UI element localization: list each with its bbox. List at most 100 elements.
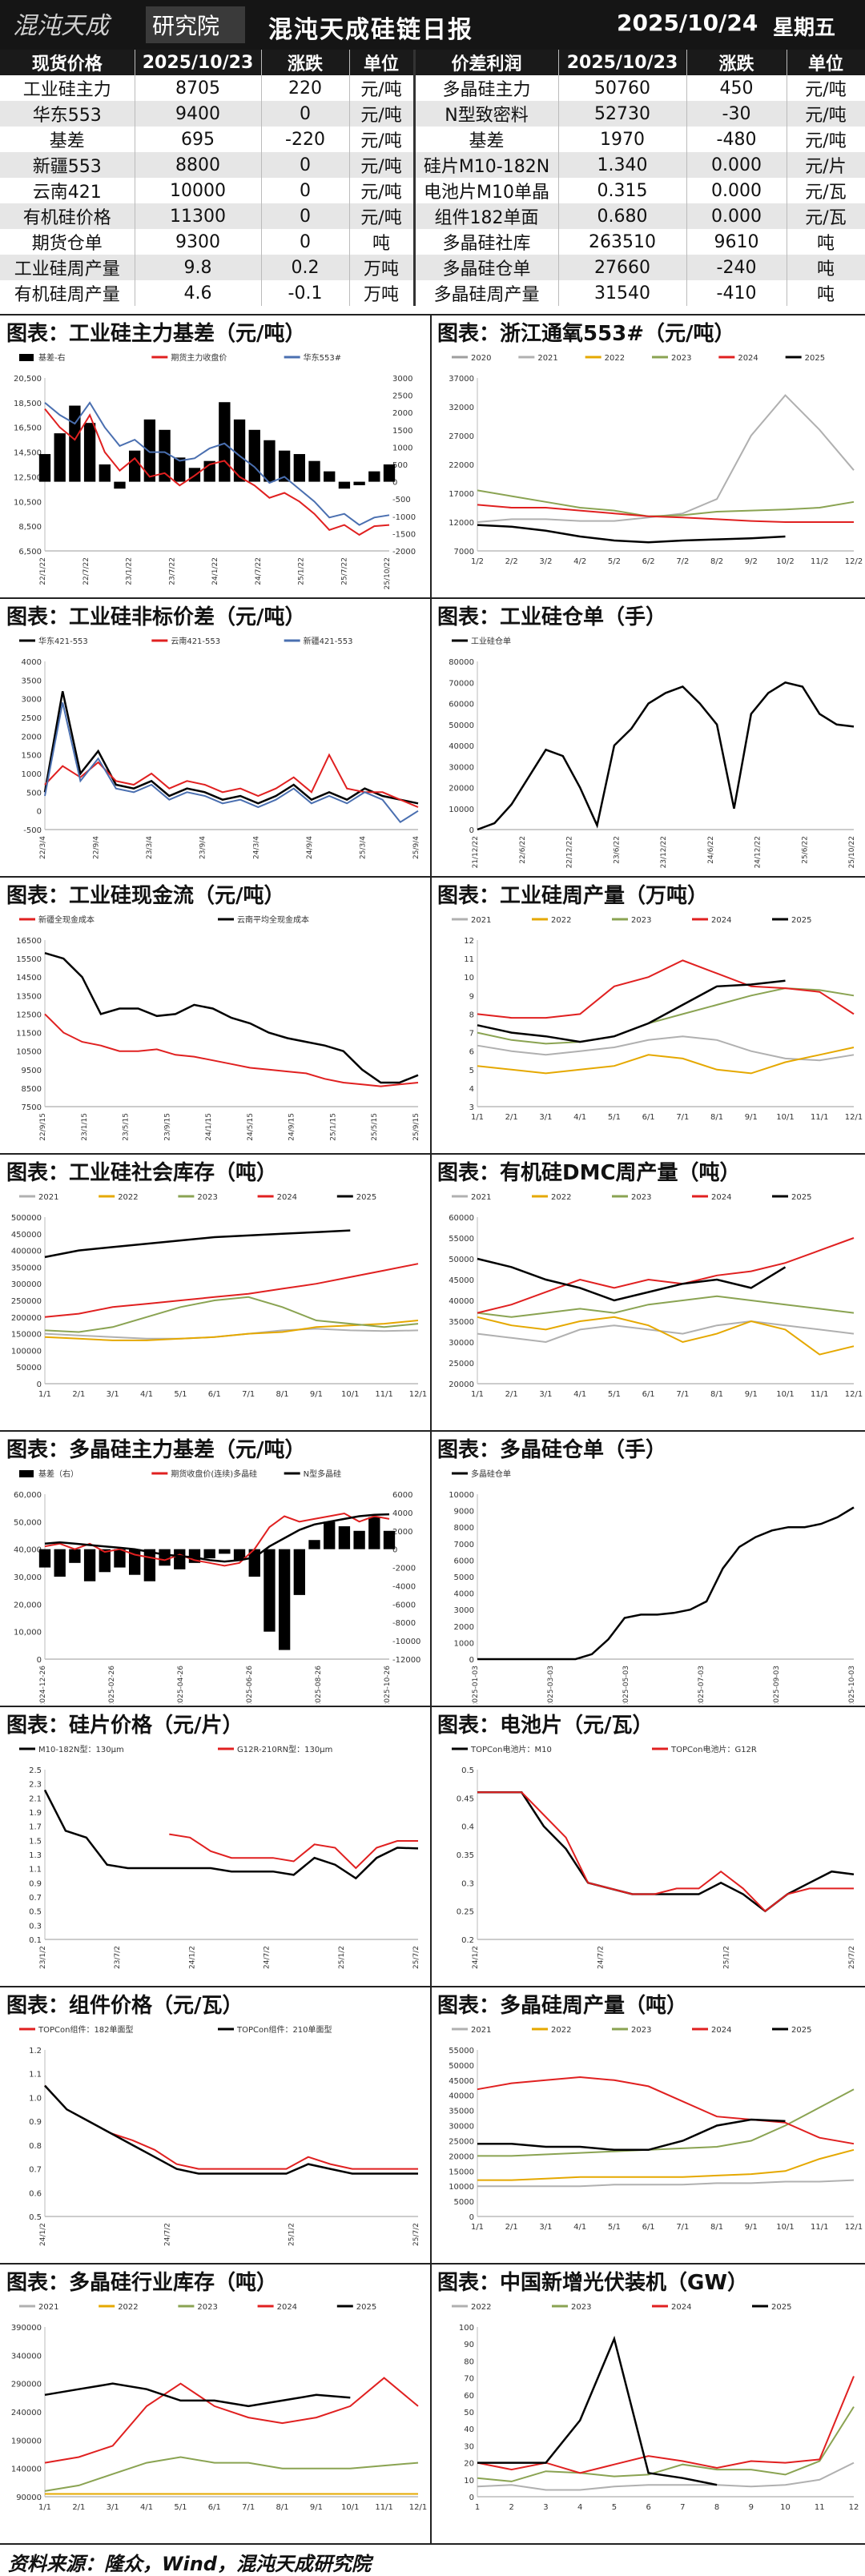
price-table: 现货价格 2025/10/23 涨跌 单位 价差利润 2025/10/23 涨跌… — [0, 50, 865, 306]
x-tick-label: 7/1 — [676, 1113, 689, 1122]
y-tick-label: 22000 — [449, 461, 474, 470]
legend-swatch — [19, 1470, 34, 1477]
legend-label: 2025 — [356, 1193, 376, 1202]
y-tick-label: 60000 — [449, 1214, 474, 1223]
x-tick-label: 21/12/22 — [472, 836, 480, 868]
series-line-5 — [477, 524, 786, 544]
series-line-0 — [477, 1506, 855, 1661]
legend-label: 2022 — [118, 1193, 138, 1202]
bar-mark — [368, 1517, 380, 1549]
chart-poly-basis: 基差（右） 期货收盘价(连续)多晶硅 N型多晶硅 60,000 50,000 40,000… — [14, 1469, 420, 1704]
table-cell: 万吨 — [349, 255, 416, 280]
table-cell: -240 — [686, 255, 787, 280]
x-tick-label: 7/1 — [242, 2503, 255, 2512]
table-header-cell: 涨跌 — [261, 50, 350, 75]
y-tick-label: 20000 — [449, 1380, 474, 1389]
bar-mark — [143, 419, 156, 482]
y-tick-label: 20,000 — [14, 1601, 42, 1609]
legend-label: 2025 — [791, 1193, 811, 1202]
table-cell: 元/吨 — [349, 203, 416, 229]
y2-tick-label: 3000 — [392, 375, 412, 384]
table-cell: 1.340 — [558, 152, 687, 178]
y-tick-label: 40 — [464, 2425, 474, 2434]
y2-tick-label: -4000 — [392, 1582, 416, 1591]
x-tick-label: 12/2 — [845, 557, 863, 566]
chart-si-warrant: 工业硅仓单 80000 70000 60000 50000 40000 30000 20000… — [449, 636, 856, 868]
y-tick-label: 35000 — [449, 2108, 474, 2116]
y-tick-label: 11 — [464, 955, 474, 964]
y-tick-label: 2500 — [22, 714, 42, 723]
bar-mark — [383, 1530, 396, 1549]
bar-mark — [368, 471, 380, 482]
y-tick-label: 90000 — [16, 2494, 42, 2502]
y-tick-label: 6,500 — [18, 548, 42, 557]
chart-title-13: 图表：组件价格（元/瓦） — [6, 1989, 243, 2018]
y2-tick-label: 6000 — [392, 1491, 412, 1500]
x-tick-label: 25/1/15 — [329, 1113, 337, 1141]
table-cell: -480 — [686, 127, 787, 152]
legend-label: 新疆全现金成本 — [38, 914, 95, 925]
legend-label: G12R-210RN型：130μm — [237, 1744, 332, 1754]
x-tick-label: 9/1 — [745, 2223, 758, 2232]
y-tick-label: 1.1 — [29, 2071, 42, 2080]
bar-mark — [324, 471, 336, 482]
x-tick-label: 6/1 — [208, 2503, 221, 2512]
bar-mark — [129, 450, 141, 482]
x-tick-label: 23/7/2 — [114, 1946, 122, 1969]
x-tick-label: 2/1 — [505, 1390, 518, 1399]
table-cell: -410 — [686, 280, 787, 306]
series-line-1 — [477, 394, 855, 523]
y2-tick-label: -12000 — [392, 1656, 420, 1665]
y-tick-label: 10500 — [16, 1048, 42, 1057]
y-tick-label: 50,000 — [14, 1518, 42, 1527]
x-tick-label: 12/1 — [845, 1113, 863, 1122]
series-line-1 — [44, 1320, 419, 1341]
legend-label: M10-182N型：130μm — [38, 1744, 124, 1754]
table-header-cell: 2025/10/23 — [558, 50, 687, 75]
x-tick-label: 1/1 — [38, 1390, 51, 1399]
bar-mark — [233, 1549, 246, 1561]
y-tick-label: 5000 — [454, 1573, 474, 1582]
brand-logo: 混沌天成 研究院 — [8, 5, 248, 45]
legend-label: 2023 — [631, 916, 651, 925]
y-tick-label: 0 — [469, 1656, 474, 1665]
x-tick-label: 2025-06-26 — [246, 1666, 254, 1704]
x-tick-label: 12 — [849, 2503, 859, 2512]
y-tick-label: 450000 — [11, 1231, 42, 1240]
x-tick-label: 5 — [612, 2503, 617, 2512]
table-cell: 云南421 — [0, 178, 135, 203]
y-tick-label: 32000 — [449, 404, 474, 412]
table-cell: -0.1 — [261, 280, 350, 306]
table-cell: 吨 — [787, 229, 865, 255]
chart-title-2: 图表：浙江通氧553#（元/吨） — [437, 317, 735, 346]
chart-title-16: 图表：中国新增光伏装机（GW） — [437, 2266, 749, 2295]
x-tick-label: 5/1 — [174, 1390, 187, 1399]
x-tick-label: 6/2 — [642, 557, 655, 566]
bar-mark — [159, 429, 171, 482]
table-header-cell: 2025/10/23 — [135, 50, 262, 75]
series-line-1 — [44, 753, 419, 808]
y-tick-label: 30000 — [449, 1339, 474, 1348]
y-tick-label: 7000 — [454, 1541, 474, 1549]
x-tick-label: 23/12/22 — [660, 836, 668, 868]
chart-title-4: 图表：工业硅仓单（手） — [437, 601, 667, 629]
y-tick-label: 40,000 — [14, 1546, 42, 1555]
x-tick-label: 24/1/22 — [211, 557, 219, 585]
y-tick-label: 10,500 — [14, 498, 42, 507]
y-tick-label: 11500 — [16, 1030, 42, 1039]
y-tick-label: 0.5 — [29, 1908, 42, 1917]
table-row: 基差 695 -220 元/吨 基差 1970 -480 元/吨 — [0, 127, 865, 152]
chart-title-9: 图表：多晶硅主力基差（元/吨） — [6, 1433, 306, 1462]
x-tick-label: 11 — [815, 2503, 825, 2512]
y-tick-label: 1500 — [22, 752, 42, 761]
table-cell: -220 — [261, 127, 350, 152]
legend-label: 期货主力收盘价 — [171, 352, 227, 363]
bar-mark — [353, 481, 365, 485]
x-tick-label: 23/3/4 — [146, 836, 154, 859]
y-tick-label: 300000 — [11, 1280, 42, 1289]
x-tick-label: 24/6/22 — [707, 836, 715, 864]
y2-tick-label: -8000 — [392, 1619, 416, 1628]
x-tick-label: 22/6/22 — [519, 836, 527, 864]
y2-tick-label: 1500 — [392, 427, 412, 436]
chart-wafer-price: M10-182N型：130μm G12R-210RN型：130μm 2.5 2.3 2.… — [19, 1744, 420, 1969]
